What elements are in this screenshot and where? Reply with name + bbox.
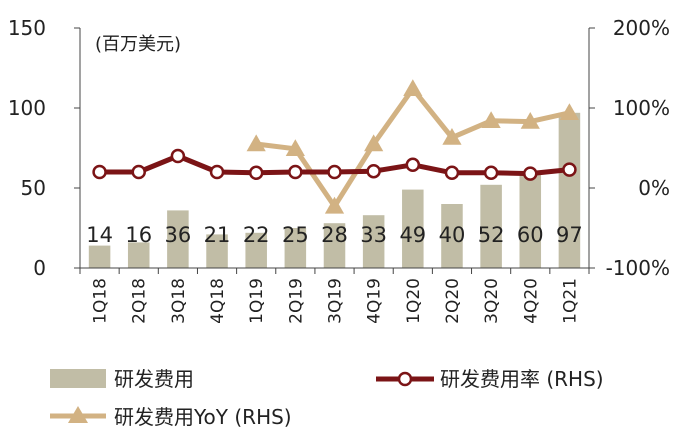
bar (88, 245, 111, 268)
legend-swatch-ratio-marker (397, 371, 413, 387)
ratio-point (288, 164, 303, 180)
right-tick-label: 0% (638, 176, 670, 200)
lines-layer (92, 79, 580, 214)
x-tick-label: 1Q18 (91, 278, 111, 324)
x-tick-label: 4Q20 (521, 278, 541, 324)
yoy-point (559, 103, 580, 120)
x-tick-label: 1Q20 (404, 278, 424, 324)
bar (284, 228, 307, 268)
left-axis-ticks: 0 50 100 150 (8, 16, 80, 280)
x-tick-label: 1Q19 (247, 278, 267, 324)
x-tick-label: 3Q20 (482, 278, 502, 324)
ratio-point (562, 162, 577, 177)
unit-label: (百万美元) (95, 34, 181, 55)
legend-label: 研发费用YoY (RHS) (114, 405, 292, 429)
ratio-point (131, 164, 146, 180)
bar-data-label: 40 (439, 223, 466, 247)
yoy-point (285, 139, 305, 156)
legend-label: 研发费用率 (RHS) (440, 367, 604, 391)
legend: 研发费用 研发费用率 (RHS) 研发费用YoY (RHS) (50, 367, 604, 429)
x-axis-ticks: 1Q18 2Q18 3Q18 4Q18 1Q19 2Q19 3Q19 4Q19 1Q20 2Q20… (79, 268, 590, 324)
bar (362, 215, 385, 268)
legend-label: 研发费用 (114, 367, 194, 391)
yoy-point (364, 134, 384, 152)
x-tick-label: 3Q19 (326, 278, 346, 324)
yoy-point (246, 134, 266, 152)
ratio-point (248, 165, 264, 181)
ratio-point (92, 164, 107, 180)
ratio-point (444, 165, 460, 181)
ratio-point (170, 148, 186, 164)
bar-data-label: 33 (360, 223, 387, 247)
left-tick-label: 150 (8, 16, 46, 40)
ratio-point (327, 164, 342, 180)
bars-layer (88, 112, 581, 268)
bar-data-label: 16 (125, 223, 152, 247)
x-tick-label: 4Q19 (365, 278, 385, 324)
bar-data-label: 28 (321, 223, 348, 247)
ratio-point (209, 164, 225, 180)
ratio-point (405, 157, 421, 173)
left-tick-label: 0 (33, 256, 46, 280)
bar (402, 189, 424, 268)
yoy-point (442, 128, 462, 145)
right-tick-label: -100% (606, 256, 670, 280)
yoy-point (403, 79, 423, 96)
bar (519, 172, 542, 268)
right-tick-label: 200% (613, 16, 670, 40)
ratio-point (523, 166, 538, 181)
bar-data-label: 36 (165, 223, 192, 247)
ratio-point (366, 163, 381, 179)
bar-data-label: 52 (478, 223, 505, 247)
bar-data-label: 25 (282, 223, 309, 247)
x-tick-label: 2Q18 (130, 278, 150, 324)
bar-data-label: 49 (399, 223, 426, 247)
bar-data-label: 14 (86, 223, 113, 247)
bar (206, 234, 228, 268)
ratio-point (483, 165, 499, 181)
axes-layer (79, 28, 590, 269)
yoy-point (481, 111, 501, 128)
legend-swatch-bar (50, 369, 106, 388)
x-tick-label: 4Q18 (208, 278, 228, 324)
right-tick-label: 100% (613, 96, 670, 120)
bar (558, 112, 581, 268)
bar-data-label: 60 (517, 223, 544, 247)
bar-data-label: 21 (204, 223, 231, 247)
left-tick-label: 100 (8, 96, 46, 120)
bar-labels-layer: 14 16 36 21 22 25 28 33 49 40 52 60 97 (86, 223, 583, 247)
bar (441, 204, 463, 268)
right-axis-ticks: -100% 0% 100% 200% (589, 16, 670, 280)
bar (480, 184, 502, 268)
yoy-point (520, 112, 540, 129)
x-tick-label: 3Q18 (169, 278, 189, 324)
bar (323, 223, 346, 268)
yoy-point (324, 196, 345, 214)
legend-swatch-yoy-marker (68, 406, 88, 423)
bar-data-label: 97 (556, 223, 583, 247)
x-tick-label: 2Q19 (286, 278, 306, 324)
bar (167, 210, 189, 268)
left-tick-label: 50 (21, 176, 46, 200)
x-tick-label: 1Q21 (560, 278, 580, 324)
bar (127, 242, 150, 268)
bar-data-label: 22 (243, 223, 270, 247)
bar (245, 232, 267, 268)
x-tick-label: 2Q20 (443, 278, 463, 324)
